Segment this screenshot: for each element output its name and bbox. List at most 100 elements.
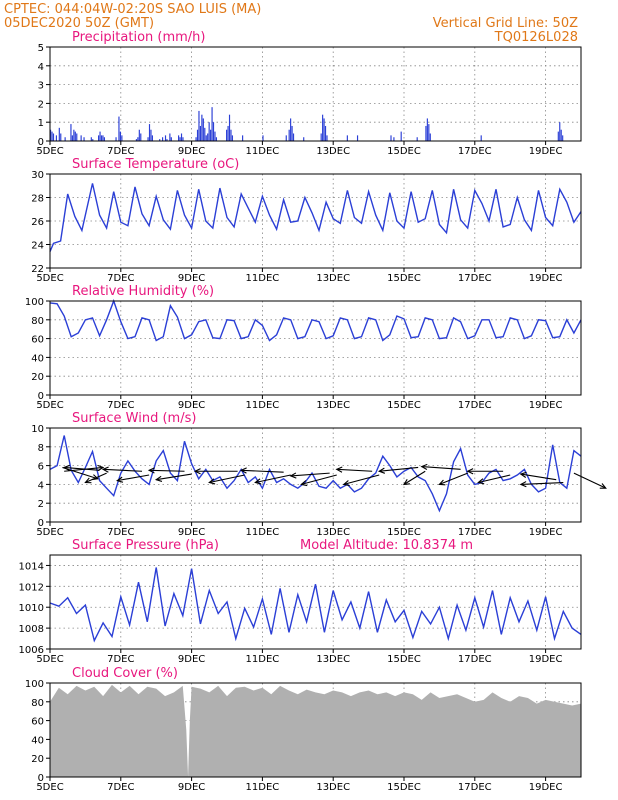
temperature-xtick-label: 5DEC — [36, 273, 63, 284]
precip-bar — [151, 135, 153, 141]
wind-vector-head — [335, 466, 343, 473]
precip-bar — [227, 125, 229, 141]
wind-vector-shaft — [301, 474, 337, 485]
precip-bar — [202, 118, 204, 141]
wind-ytick-label: 4 — [38, 480, 44, 491]
precip-bar — [198, 110, 200, 141]
precip-bar — [74, 131, 76, 141]
wind-vector-head — [438, 479, 446, 486]
precip-bar — [159, 139, 161, 141]
cloud-xtick-label: 19DEC — [529, 782, 563, 793]
wind-vector-head — [377, 467, 386, 474]
wind-vector-head — [402, 479, 411, 486]
precip-bar — [99, 131, 101, 141]
wind-xtick-label: 19DEC — [529, 527, 563, 538]
precip-bar — [323, 118, 325, 141]
precip-bar — [115, 137, 117, 141]
wind-vector-head — [466, 468, 474, 475]
humidity-ytick-label: 40 — [31, 353, 44, 364]
precip-bar — [215, 137, 218, 141]
pressure-title: Surface Pressure (hPa) — [72, 538, 219, 553]
wind-vector-shaft — [117, 474, 150, 482]
humidity-ytick-label: 0 — [38, 391, 44, 402]
cloud-panel: Cloud Cover (%) 0 20 40 60 80 100 5DEC 7DEC 9DEC 1… — [25, 666, 582, 793]
temperature-ytick-label: 22 — [31, 264, 44, 275]
precip-bar — [320, 133, 322, 141]
precip-bar — [201, 114, 203, 141]
precip-bar — [179, 137, 181, 141]
pressure-frame — [49, 554, 582, 650]
pressure-xtick-label: 9DEC — [178, 654, 205, 665]
precip-bar — [138, 129, 140, 141]
precip-bar — [322, 114, 324, 141]
precip-bar — [196, 129, 199, 141]
precip-bar — [205, 135, 207, 141]
precip-bar — [92, 139, 94, 141]
precip-bar — [166, 139, 168, 141]
precip-bar — [51, 131, 53, 141]
precip-bar — [291, 125, 293, 141]
wind-vector-shaft — [520, 481, 564, 485]
wind-ytick-label: 2 — [38, 499, 44, 510]
precipitation-xtick-label: 5DEC — [36, 146, 63, 157]
precip-bar — [71, 135, 73, 141]
precip-bar — [292, 133, 295, 141]
wind-vector-shaft — [290, 472, 330, 477]
cloud-title: Cloud Cover (%) — [72, 666, 178, 681]
humidity-ytick-label: 60 — [31, 335, 44, 346]
wind-ytick-label: 6 — [38, 462, 44, 473]
precip-bar — [148, 124, 151, 141]
precip-bar — [416, 137, 418, 141]
precip-bar — [480, 135, 482, 141]
humidity-ytick-label: 80 — [31, 316, 44, 327]
precip-bar — [210, 129, 212, 141]
wind-vector-shaft — [379, 466, 419, 472]
precip-bar — [52, 133, 55, 141]
header-grid-note: Vertical Grid Line: 50Z — [433, 16, 578, 31]
pressure-xtick-label: 13DEC — [316, 654, 350, 665]
wind-vector-head — [420, 463, 428, 471]
cloud-xtick-label: 15DEC — [387, 782, 421, 793]
wind-vector-shaft — [336, 468, 373, 472]
temperature-panel: Surface Temperature (oC) 22 24 26 28 30 5DEC 7D… — [31, 157, 582, 284]
precipitation-title: Precipitation (mm/h) — [72, 30, 205, 45]
precip-bar — [562, 135, 564, 141]
cloud-ytick-label: 60 — [31, 717, 44, 728]
precip-bar — [80, 135, 82, 141]
wind-vector-head — [477, 478, 485, 485]
cloud-xtick-label: 9DEC — [178, 782, 205, 793]
precip-bar — [429, 133, 431, 141]
precip-bar — [560, 129, 562, 141]
humidity-xtick-label: 11DEC — [246, 400, 280, 411]
precip-bar — [226, 129, 228, 141]
wind-vector-head — [97, 464, 105, 472]
precip-bar — [356, 135, 359, 141]
temperature-ytick-label: 26 — [31, 217, 44, 228]
temperature-ytick-label: 28 — [31, 194, 44, 205]
temperature-xtick-label: 9DEC — [178, 273, 205, 284]
humidity-series-line — [49, 298, 582, 342]
precip-bar — [428, 124, 430, 141]
precip-bar — [76, 133, 78, 141]
precip-bar — [147, 137, 149, 141]
cloud-ytick-label: 100 — [25, 679, 44, 690]
pressure-xtick-label: 19DEC — [529, 654, 563, 665]
precip-bar — [170, 137, 172, 141]
humidity-title: Relative Humidity (%) — [72, 284, 214, 299]
wind-vector-shaft — [478, 474, 511, 484]
precip-bar — [211, 107, 213, 141]
precip-bar — [290, 118, 292, 141]
precip-bar — [64, 137, 66, 141]
wind-ytick-label: 10 — [31, 424, 44, 435]
wind-xtick-label: 7DEC — [107, 527, 134, 538]
wind-vector-head — [147, 467, 155, 474]
precip-bar — [285, 135, 287, 141]
pressure-ytick-label: 1008 — [19, 624, 44, 635]
pressure-series-line — [49, 567, 582, 643]
precip-bar — [199, 125, 202, 141]
wind-vector-shaft — [103, 468, 143, 472]
wind-vector-head — [84, 477, 92, 484]
precip-bar — [326, 135, 328, 141]
wind-vector-shaft — [85, 472, 107, 484]
